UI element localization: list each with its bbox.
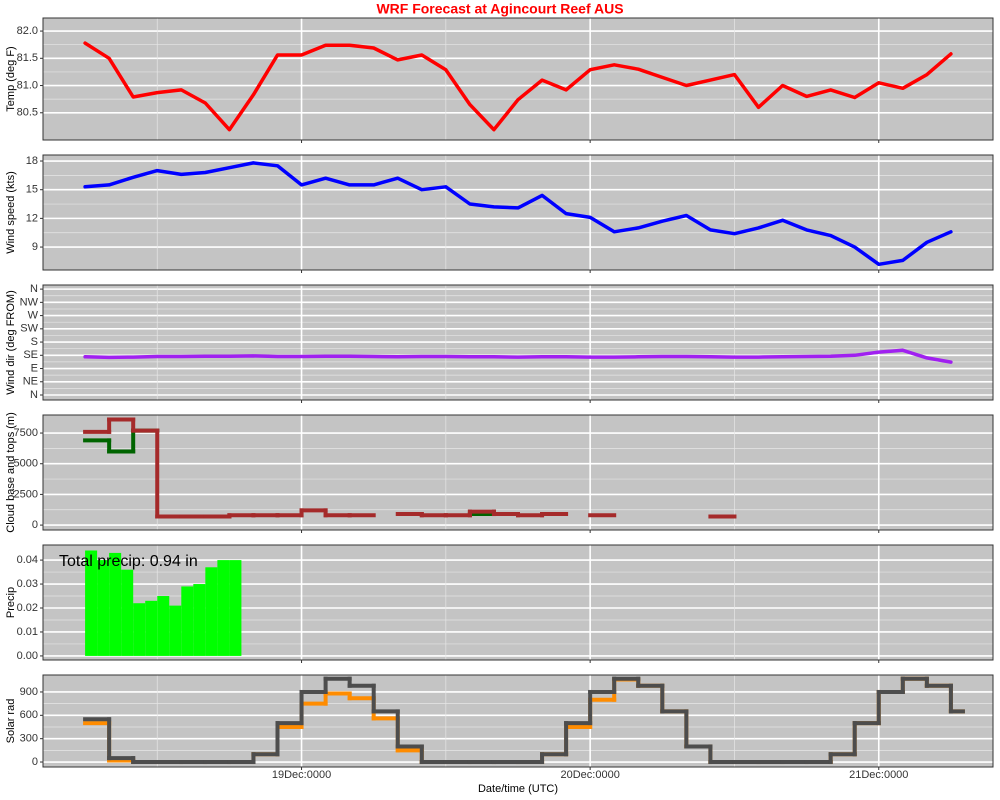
y-tick-label: 7500 (14, 427, 38, 439)
data-line (83, 41, 953, 132)
y-tick-label: 5000 (14, 458, 38, 470)
y-tick-label: 0 (32, 519, 38, 531)
y-tick-label: SW (20, 323, 38, 335)
bar (205, 567, 218, 656)
bar (181, 586, 194, 656)
y-tick-label: 0.04 (17, 554, 38, 566)
y-tick-label: 12 (26, 212, 38, 224)
bar (85, 550, 98, 656)
y-tick-label: 80.5 (17, 107, 38, 119)
bar (97, 560, 110, 656)
panel-border (42, 284, 994, 401)
y-axis-label: Wind speed (kts) (5, 171, 17, 254)
y-tick-label: 18 (26, 155, 38, 167)
x-tick-label: 19Dec:0000 (272, 769, 331, 781)
panel-background (43, 18, 993, 140)
x-tick-label: 20Dec:0000 (560, 769, 619, 781)
y-tick-label: 0.02 (17, 602, 38, 614)
y-tick-label: 9 (32, 241, 38, 253)
y-tick-label: 81.5 (17, 52, 38, 64)
y-axis-label: Wind dir (deg FROM) (5, 290, 17, 395)
y-axis-label: Precip (5, 587, 17, 618)
y-tick-label: 81.0 (17, 79, 38, 91)
y-tick-label: 900 (20, 686, 38, 698)
panel-background (43, 675, 993, 767)
y-tick-label: 0.00 (17, 650, 38, 662)
panel-border (42, 544, 994, 661)
x-tick-label: 21Dec:0000 (849, 769, 908, 781)
y-tick-label: 0.03 (17, 578, 38, 590)
data-line (83, 348, 953, 364)
y-tick-label: E (31, 362, 38, 374)
panel-border (42, 674, 994, 768)
bar (229, 560, 242, 656)
y-tick-label: N (30, 389, 38, 401)
bar (133, 603, 146, 656)
bar (121, 569, 134, 656)
bar (109, 552, 122, 656)
panel-background (43, 415, 993, 530)
panel-border (42, 17, 994, 141)
y-axis-label: Temp (deg F) (5, 46, 17, 111)
bar (217, 560, 230, 656)
chart-title: WRF Forecast at Agincourt Reef AUS (376, 1, 623, 17)
y-tick-label: SE (23, 349, 38, 361)
y-tick-label: NW (20, 296, 39, 308)
y-tick-label: 300 (20, 733, 38, 745)
bar (157, 596, 170, 656)
bar (145, 600, 158, 656)
y-tick-label: 0.01 (17, 626, 38, 638)
data-line (83, 161, 953, 267)
y-tick-label: NE (23, 376, 38, 388)
panel-border (42, 154, 994, 271)
y-tick-label: 2500 (14, 488, 38, 500)
y-tick-label: W (28, 309, 39, 321)
annotation: Total precip: 0.94 in (59, 553, 198, 570)
y-axis-label: Solar rad (5, 699, 17, 744)
x-axis-label: Date/time (UTC) (478, 783, 558, 795)
y-tick-label: 600 (20, 709, 38, 721)
y-tick-label: N (30, 283, 38, 295)
y-tick-label: S (31, 336, 38, 348)
panel-border (42, 414, 994, 531)
y-axis-label: Cloud base and tops (m) (5, 412, 17, 532)
y-tick-label: 82.0 (17, 25, 38, 37)
bar (169, 605, 182, 656)
panel-background (43, 155, 993, 270)
y-tick-label: 0 (32, 756, 38, 768)
bar (193, 584, 206, 656)
y-tick-label: 15 (26, 184, 38, 196)
